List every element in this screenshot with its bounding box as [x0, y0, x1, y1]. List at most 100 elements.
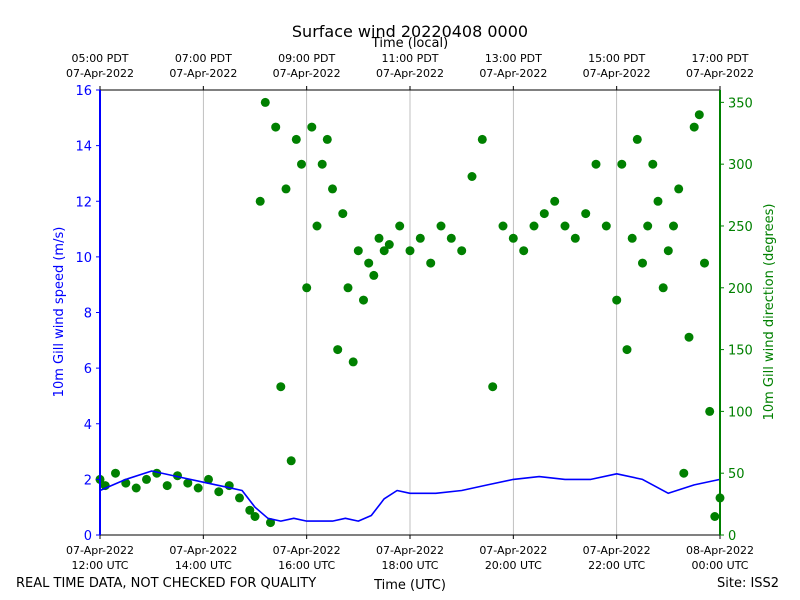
direction-point — [581, 209, 591, 219]
x-tick-label: 18:00 UTC — [381, 559, 438, 572]
direction-point — [570, 233, 580, 243]
top-axis-label: Time (local) — [371, 36, 448, 51]
direction-point — [322, 134, 332, 144]
direction-point — [436, 221, 446, 231]
direction-point — [395, 221, 405, 231]
direction-point — [250, 512, 260, 521]
left-tick-label: 12 — [75, 195, 92, 210]
right-tick-label: 350 — [728, 96, 753, 111]
direction-point — [245, 505, 255, 515]
top-tick-label: 07-Apr-2022 — [376, 67, 444, 80]
direction-point — [700, 258, 709, 268]
direction-point — [653, 196, 663, 206]
direction-point — [193, 483, 203, 493]
direction-point — [405, 246, 415, 256]
top-tick-label: 07-Apr-2022 — [686, 67, 754, 80]
direction-point — [643, 221, 653, 231]
x-tick-label: 14:00 UTC — [175, 559, 232, 572]
direction-point — [364, 258, 374, 268]
direction-point — [348, 357, 358, 367]
chart-title: Surface wind 20220408 0000 — [292, 22, 528, 41]
x-tick-label: 07-Apr-2022 — [66, 544, 134, 557]
direction-point — [648, 159, 658, 169]
direction-point — [359, 295, 368, 305]
top-tick-label: 13:00 PDT — [485, 52, 542, 65]
top-tick-label: 07-Apr-2022 — [479, 67, 547, 80]
direction-point — [446, 233, 456, 243]
top-tick-label: 05:00 PDT — [71, 52, 128, 65]
direction-point — [281, 184, 291, 194]
direction-series — [95, 97, 725, 528]
left-tick-label: 16 — [75, 84, 92, 99]
direction-point — [658, 283, 668, 293]
direction-point — [488, 382, 498, 392]
x-tick-label: 20:00 UTC — [485, 559, 542, 572]
top-tick-label: 11:00 PDT — [381, 52, 438, 65]
right-tick-label: 0 — [728, 529, 736, 544]
top-tick-label: 15:00 PDT — [588, 52, 645, 65]
right-tick-label: 200 — [728, 282, 753, 297]
direction-point — [457, 246, 467, 256]
left-axis-label: 10m Gill wind speed (m/s) — [52, 227, 67, 398]
speed-series — [99, 470, 721, 522]
direction-point — [297, 159, 306, 169]
x-tick-label: 22:00 UTC — [588, 559, 645, 572]
direction-point — [302, 283, 312, 293]
direction-point — [539, 209, 549, 219]
right-tick-label: 50 — [728, 467, 745, 482]
right-tick-label: 250 — [728, 220, 753, 235]
direction-point — [369, 270, 379, 280]
direction-point — [601, 221, 611, 231]
axes: 07-Apr-2022 12:00 UTC 07-Apr-2022 14:00 UTC… — [66, 52, 754, 572]
direction-point — [204, 474, 213, 484]
left-tick-label: 8 — [84, 307, 92, 322]
left-tick-label: 4 — [84, 418, 92, 433]
x-tick-label: 08-Apr-2022 — [686, 544, 754, 557]
right-tick-label: 150 — [728, 344, 753, 359]
direction-point — [426, 258, 436, 268]
x-tick-label: 07-Apr-2022 — [376, 544, 444, 557]
direction-point — [415, 233, 425, 243]
direction-point — [343, 283, 353, 293]
direction-point — [705, 406, 715, 416]
direction-point — [353, 246, 363, 256]
direction-point — [214, 487, 224, 497]
vertical-grid — [202, 90, 618, 535]
direction-point — [663, 246, 673, 256]
direction-point — [317, 159, 327, 169]
x-tick-label: 16:00 UTC — [278, 559, 335, 572]
direction-point — [328, 184, 337, 194]
left-tick-label: 2 — [84, 473, 92, 488]
right-tick-label: 100 — [728, 405, 753, 420]
left-tick-label: 0 — [84, 529, 92, 544]
direction-point — [519, 246, 529, 256]
x-tick-label: 12:00 UTC — [71, 559, 128, 572]
direction-point — [508, 233, 518, 243]
x-tick-label: 07-Apr-2022 — [583, 544, 651, 557]
direction-point — [694, 110, 704, 120]
direction-point — [131, 483, 141, 493]
direction-point — [467, 172, 477, 181]
right-axis-label: 10m Gill wind direction (degrees) — [762, 204, 777, 421]
direction-point — [617, 159, 627, 169]
x-tick-label: 07-Apr-2022 — [169, 544, 237, 557]
speed-line — [99, 470, 721, 522]
direction-point — [255, 196, 265, 206]
direction-point — [291, 134, 301, 144]
direction-point — [529, 221, 539, 231]
direction-point — [235, 493, 244, 503]
direction-point — [142, 474, 151, 484]
left-tick-label: 14 — [75, 140, 92, 155]
direction-point — [550, 196, 560, 206]
direction-point — [286, 456, 296, 466]
top-tick-label: 07-Apr-2022 — [273, 67, 341, 80]
direction-point — [638, 258, 647, 268]
direction-point — [162, 481, 172, 491]
right-tick-label: 300 — [728, 158, 753, 173]
direction-point — [591, 159, 601, 169]
direction-point — [627, 233, 637, 243]
top-tick-label: 07:00 PDT — [175, 52, 232, 65]
direction-point — [674, 184, 684, 194]
direction-point — [307, 122, 317, 132]
